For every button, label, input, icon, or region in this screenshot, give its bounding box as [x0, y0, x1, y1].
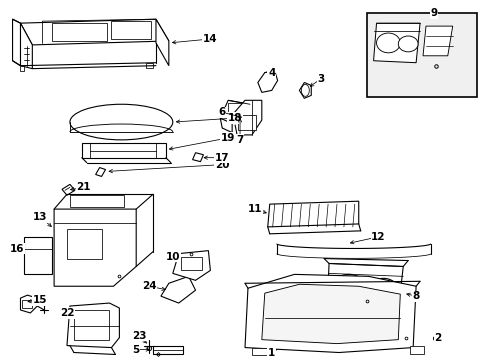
Text: 23: 23: [132, 331, 146, 341]
Ellipse shape: [398, 36, 417, 52]
Text: 4: 4: [267, 68, 275, 78]
Text: 8: 8: [412, 291, 419, 301]
Bar: [228, 103, 245, 115]
Text: 19: 19: [221, 133, 235, 143]
Bar: [67, 229, 102, 258]
Text: 10: 10: [165, 252, 180, 262]
Text: 14: 14: [203, 34, 217, 44]
Text: 6: 6: [218, 107, 225, 117]
Text: 13: 13: [33, 212, 47, 222]
Text: 5: 5: [132, 345, 140, 355]
Bar: [181, 257, 202, 270]
Text: 24: 24: [142, 281, 156, 291]
Text: 12: 12: [370, 232, 385, 242]
Bar: [74, 310, 108, 339]
Text: 9: 9: [429, 8, 437, 18]
Bar: [153, 346, 183, 354]
Polygon shape: [257, 71, 277, 93]
Polygon shape: [81, 143, 165, 158]
Polygon shape: [54, 209, 136, 286]
Text: 18: 18: [227, 113, 242, 123]
Polygon shape: [244, 274, 415, 352]
Bar: [70, 195, 124, 207]
Polygon shape: [192, 153, 203, 162]
Text: 2: 2: [433, 333, 441, 343]
Bar: [24, 237, 52, 274]
Text: 20: 20: [215, 159, 229, 170]
Polygon shape: [267, 201, 358, 227]
Polygon shape: [146, 63, 153, 68]
Text: 3: 3: [317, 73, 324, 84]
Polygon shape: [96, 167, 105, 176]
Ellipse shape: [70, 104, 172, 140]
Polygon shape: [20, 295, 37, 313]
Polygon shape: [67, 303, 119, 347]
Polygon shape: [20, 66, 24, 71]
Bar: [366, 13, 476, 97]
Text: 1: 1: [267, 347, 275, 357]
Text: 17: 17: [215, 153, 229, 163]
Text: 11: 11: [247, 204, 262, 214]
Bar: [22, 300, 32, 308]
Polygon shape: [161, 276, 195, 303]
Ellipse shape: [376, 33, 400, 53]
Polygon shape: [326, 264, 403, 310]
Text: 21: 21: [76, 182, 91, 192]
Polygon shape: [156, 19, 168, 66]
Polygon shape: [20, 19, 168, 45]
Polygon shape: [422, 26, 452, 56]
Text: 16: 16: [10, 244, 25, 254]
Bar: [409, 346, 423, 354]
Bar: [251, 347, 266, 355]
Text: 15: 15: [33, 295, 47, 305]
Polygon shape: [261, 284, 400, 343]
Polygon shape: [13, 19, 20, 66]
Text: 7: 7: [236, 135, 243, 145]
Polygon shape: [232, 100, 261, 135]
Text: 22: 22: [60, 308, 74, 318]
Polygon shape: [373, 23, 419, 63]
Polygon shape: [220, 100, 249, 125]
Polygon shape: [20, 23, 32, 69]
Bar: [238, 115, 255, 130]
Ellipse shape: [368, 278, 398, 302]
Polygon shape: [62, 184, 75, 195]
Ellipse shape: [330, 274, 366, 302]
Polygon shape: [172, 251, 210, 280]
Bar: [52, 23, 106, 41]
Bar: [111, 21, 151, 39]
Polygon shape: [299, 82, 311, 98]
